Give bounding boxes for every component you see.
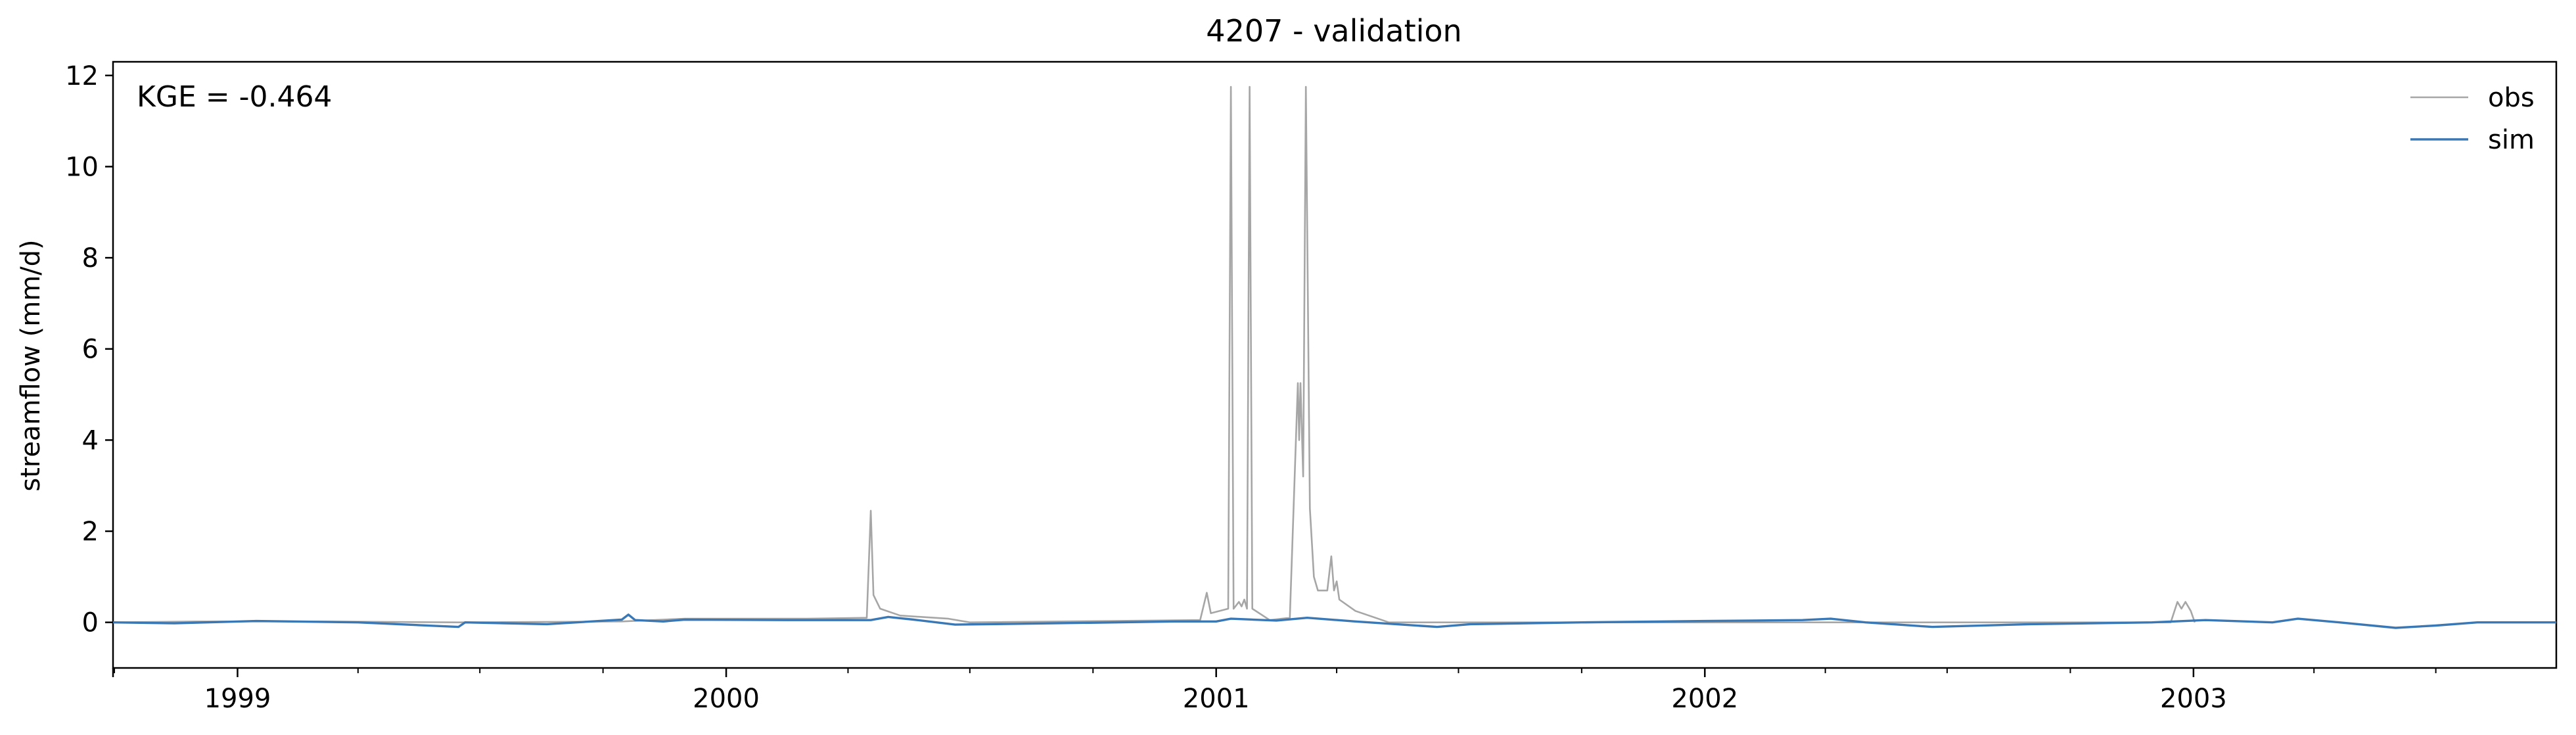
kge-annotation: KGE = -0.464 (137, 80, 332, 114)
legend-label-sim: sim (2488, 125, 2535, 155)
x-tick-label: 2003 (2160, 684, 2227, 714)
y-tick-label: 0 (82, 608, 99, 638)
y-tick-label: 12 (65, 61, 99, 91)
y-tick-label: 4 (82, 425, 99, 456)
plot-frame (112, 60, 2558, 669)
chart-title: 4207 - validation (1206, 13, 1461, 49)
legend: obs sim (2410, 83, 2535, 155)
series-line-obs (112, 85, 2196, 624)
y-axis: 0 2 4 6 8 10 12 (65, 61, 113, 638)
y-tick-label: 6 (82, 335, 99, 365)
x-tick-label: 2001 (1183, 684, 1250, 714)
y-tick-label: 8 (82, 243, 99, 273)
y-tick-label: 10 (65, 152, 99, 182)
series-line-sim (112, 613, 2556, 629)
y-axis-label: streamflow (mm/d) (16, 239, 46, 491)
x-tick-label: 2000 (693, 684, 760, 714)
x-axis: 1999 2000 2001 2002 2003 (112, 668, 2437, 714)
y-tick-label: 2 (82, 517, 99, 547)
series-group (112, 85, 2556, 629)
legend-label-obs: obs (2488, 83, 2535, 113)
x-tick-label: 1999 (204, 684, 271, 714)
x-tick-label: 2002 (1671, 684, 1738, 714)
